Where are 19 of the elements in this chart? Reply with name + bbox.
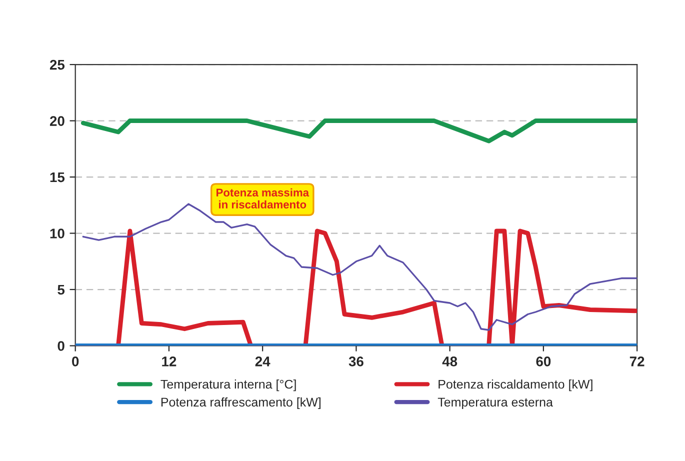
x-tick-label: 24 (255, 356, 270, 366)
y-tick-label: 20 (50, 116, 64, 126)
legend-label: Potenza raffrescamento [kW] (161, 397, 320, 410)
x-tick-label: 48 (442, 356, 458, 366)
y-tick-label: 5 (58, 284, 65, 295)
legend-label: Potenza riscaldamento [kW] (438, 379, 592, 392)
y-tick-label: 10 (50, 228, 64, 238)
line-series (80, 118, 638, 144)
legend-label: Temperatura esterna (438, 398, 553, 410)
y-tick-label: 0 (58, 341, 64, 351)
legend-label: Temperatura interna [°C] (160, 379, 296, 392)
y-tick-label: 25 (50, 60, 65, 70)
x-tick-label: 36 (348, 356, 364, 366)
annotation: Potenza massima in riscaldamento (216, 188, 310, 208)
x-tick-label: 60 (536, 356, 551, 366)
y-tick-label: 15 (50, 172, 65, 182)
x-tick-label: 12 (162, 356, 176, 366)
x-tick-label: 72 (630, 356, 644, 366)
x-tick-label: 0 (72, 356, 79, 366)
